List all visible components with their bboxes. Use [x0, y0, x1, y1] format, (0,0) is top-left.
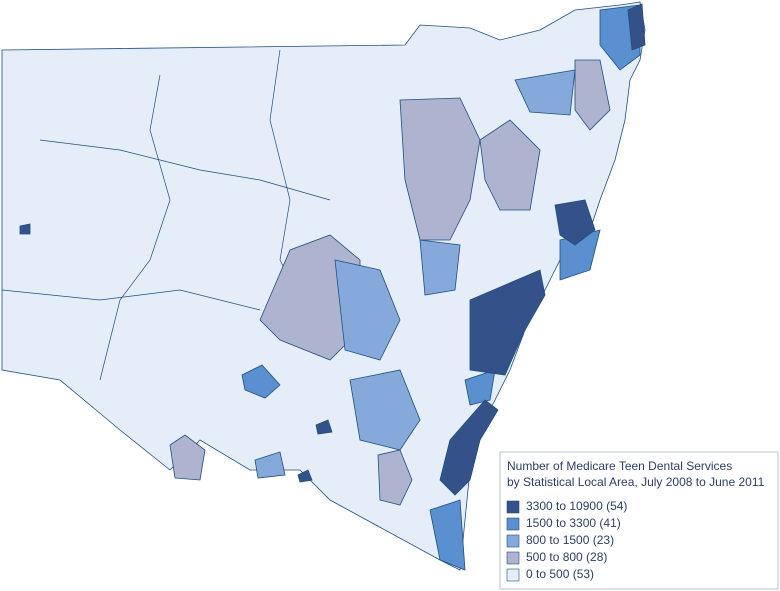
- region: [334, 259, 401, 361]
- legend-swatch: [506, 568, 520, 582]
- legend-label: 3300 to 10900 (54): [526, 499, 627, 513]
- region: [297, 469, 313, 483]
- region: [349, 369, 421, 451]
- legend-label: 800 to 1500 (23): [526, 533, 614, 547]
- legend-box: [499, 451, 779, 590]
- map-regions: [1, 1, 646, 571]
- region: [574, 59, 611, 131]
- region-border: [39, 139, 331, 201]
- legend-label: 500 to 800 (28): [526, 550, 607, 564]
- legend-swatch: [506, 517, 520, 531]
- legend-swatch: [506, 500, 520, 514]
- legend-label: 0 to 500 (53): [526, 567, 594, 581]
- region: [439, 399, 499, 496]
- region: [254, 451, 286, 479]
- region-border: [1, 289, 261, 311]
- region: [514, 69, 576, 116]
- legend-title: by Statistical Local Area, July 2008 to …: [507, 475, 765, 489]
- legend-label: 1500 to 3300 (41): [526, 516, 621, 530]
- region: [241, 364, 281, 399]
- legend: Number of Medicare Teen Dental Services b…: [499, 451, 779, 590]
- region: [429, 499, 466, 571]
- region: [169, 434, 206, 481]
- legend-title: Number of Medicare Teen Dental Services: [507, 459, 732, 473]
- region: [627, 3, 646, 51]
- region: [464, 369, 496, 406]
- legend-swatch: [506, 551, 520, 565]
- region: [315, 419, 333, 435]
- region: [554, 199, 596, 246]
- region: [377, 449, 413, 506]
- region: [19, 223, 31, 235]
- region: [479, 119, 541, 211]
- region: [419, 239, 461, 296]
- region: [469, 269, 546, 376]
- legend-swatch: [506, 534, 520, 548]
- region-border: [99, 74, 171, 381]
- region: [399, 97, 481, 241]
